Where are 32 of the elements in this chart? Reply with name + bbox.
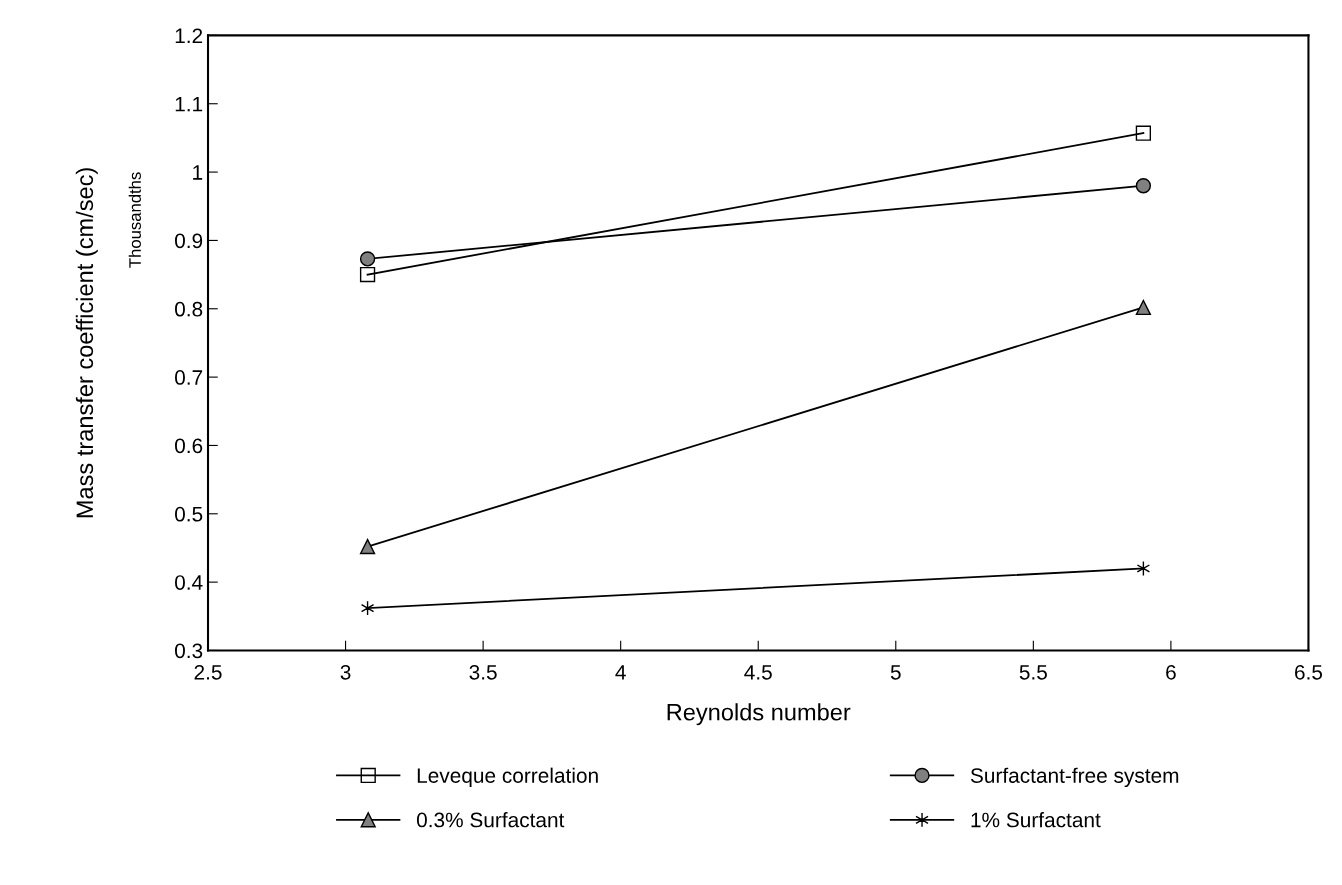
y-tick-label: 0.3 bbox=[175, 643, 203, 659]
point bbox=[1135, 178, 1152, 194]
legend-label: 1% Surfactant bbox=[971, 812, 1101, 828]
y-tick-label: 0.4 bbox=[175, 575, 203, 590]
x-tick-label: 5 bbox=[890, 665, 901, 680]
y-tick-label: 1.2 bbox=[175, 28, 203, 43]
y-tick-label: 0.8 bbox=[175, 301, 203, 317]
text: Thousandths bbox=[128, 172, 141, 268]
y-tick-label: 0.5 bbox=[175, 506, 203, 522]
x-axis-title: Reynolds number bbox=[667, 703, 851, 726]
x-tick-label: 3.5 bbox=[469, 664, 497, 680]
point bbox=[359, 266, 376, 283]
legend-label: Leveque correlation bbox=[417, 767, 598, 788]
x-tick-label: 5.5 bbox=[1019, 665, 1047, 680]
point bbox=[359, 251, 376, 267]
x-tick-label: 6 bbox=[1166, 664, 1176, 680]
x-tick-label: 3 bbox=[340, 664, 351, 680]
y-tick-label: 0.6 bbox=[175, 438, 203, 454]
point bbox=[1135, 125, 1152, 141]
y-tick-label: 0.7 bbox=[175, 370, 203, 385]
y-tick-label: 0.9 bbox=[175, 233, 203, 249]
x-tick-label: 4.5 bbox=[744, 665, 772, 680]
x-tick-label: 4 bbox=[615, 665, 626, 680]
x-tick-label: 2.5 bbox=[194, 664, 222, 680]
point bbox=[1135, 299, 1152, 316]
y-axis-title: Mass transfer coefficient (cm/sec) bbox=[75, 168, 98, 518]
x-tick-label: 6.5 bbox=[1295, 664, 1323, 680]
y-tick-label: 1.1 bbox=[175, 96, 203, 112]
legend-label: 0.3% Surfactant bbox=[416, 812, 565, 828]
point bbox=[359, 538, 376, 555]
y-tick-label: 1 bbox=[193, 165, 203, 180]
legend-label: Surfactant-free system bbox=[970, 767, 1179, 788]
